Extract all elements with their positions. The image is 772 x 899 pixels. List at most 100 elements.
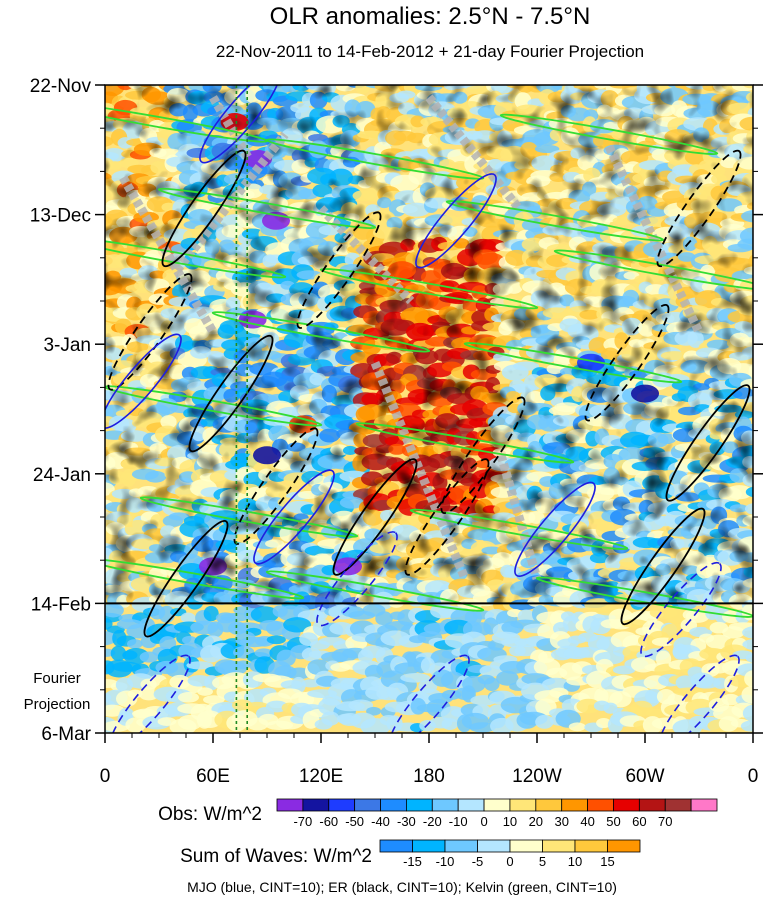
mjo-contour (199, 85, 281, 164)
kelvin-contour (105, 385, 323, 427)
anomaly-cell (745, 653, 753, 663)
anomaly-cell (110, 645, 127, 662)
er-contour (440, 396, 526, 515)
er-contour (296, 211, 382, 329)
y-tick-label: 3-Jan (43, 335, 91, 356)
mjo-contour (415, 173, 497, 269)
obs-legend-label: Obs: W/m^2 (158, 804, 262, 825)
anomaly-cell (266, 635, 286, 645)
anomaly-cell (621, 619, 649, 628)
x-tick-label: 60E (196, 766, 230, 787)
colorbar-swatch (302, 798, 330, 812)
fourier-projection-label-line1: Fourier (33, 670, 81, 687)
anomaly-cell (250, 606, 279, 623)
kelvin-contour (105, 558, 305, 600)
y-tick-label: 13-Dec (30, 206, 91, 227)
y-tick-label: 6-Mar (41, 724, 91, 745)
er-contour (665, 384, 751, 502)
plot-area (105, 85, 753, 733)
grey-band (496, 454, 542, 580)
colorbar-label: -10 (449, 814, 468, 829)
anomaly-cell (105, 603, 124, 618)
er-contour (620, 507, 706, 626)
anomaly-cell (596, 718, 612, 729)
anomaly-cell (568, 722, 586, 732)
x-axis: 0 60E 120E 180 120W 60W 0 (100, 733, 758, 787)
colorbar-label: -15 (403, 854, 422, 869)
anomaly-cell (744, 670, 753, 688)
colorbar-label: 0 (506, 854, 513, 869)
colorbar-swatch (638, 798, 666, 812)
colorbar-swatch (690, 798, 718, 812)
er-contour (143, 519, 229, 638)
colorbar-label: -5 (472, 854, 484, 869)
anomaly-cell (186, 661, 214, 670)
colorbar-label: 70 (658, 814, 672, 829)
anomaly-cell (235, 660, 251, 670)
anomaly-cell (713, 677, 728, 689)
colorbar-swatch (431, 798, 459, 812)
grey-band (173, 131, 289, 273)
colorbar-swatch (457, 798, 485, 812)
grey-band (370, 360, 470, 581)
grey-band (119, 175, 217, 335)
x-tick-label: 0 (100, 766, 111, 787)
anomaly-cell (740, 720, 753, 732)
kelvin-contour (355, 422, 575, 464)
grey-band (604, 144, 704, 334)
waves-legend-label: Sum of Waves: W/m^2 (180, 846, 372, 867)
anomaly-cell (400, 673, 431, 683)
colorbar-swatch (574, 839, 608, 853)
anomaly-cell (576, 698, 601, 714)
colorbar-swatch (613, 798, 640, 812)
er-contour (584, 303, 670, 422)
colorbar-label: -40 (371, 814, 390, 829)
anomaly-cell (177, 714, 203, 730)
anomaly-cell (718, 716, 739, 732)
anomaly-cell (348, 699, 374, 712)
reference-lines (235, 85, 248, 733)
mjo-contour (105, 333, 182, 429)
er-contour (332, 458, 418, 576)
x-tick-label: 60W (625, 766, 664, 787)
mjo-contour (316, 531, 398, 627)
y-axis: 22-Nov 13-Dec 3-Jan 24-Jan 14-Feb 6-Mar (30, 76, 763, 745)
colorbar-swatch (561, 798, 588, 812)
colorbar-label: 10 (503, 814, 517, 829)
colorbar-swatch (664, 798, 692, 812)
colorbar-label: 5 (539, 854, 546, 869)
kelvin-contour (139, 496, 359, 538)
anomaly-cell (182, 635, 197, 645)
anomaly-cell (127, 689, 143, 699)
anomaly-cell (197, 687, 213, 696)
anomaly-cell (254, 648, 273, 658)
colorbar-label: -60 (319, 814, 338, 829)
anomaly-cell (655, 650, 672, 668)
anomaly-cell (742, 638, 753, 650)
colorbar-label: 40 (580, 814, 594, 829)
anomaly-cell (562, 615, 581, 632)
kelvin-contour (265, 138, 485, 180)
chart-subtitle: 22-Nov-2011 to 14-Feb-2012 + 21-day Four… (216, 42, 644, 61)
y-tick-label: 22-Nov (30, 76, 92, 97)
colorbar-swatch (509, 839, 543, 853)
colorbar-swatch (483, 798, 511, 812)
kelvin-contour (211, 311, 431, 353)
mjo-contour (658, 654, 740, 733)
y-tick-label: 24-Jan (33, 465, 91, 486)
colorbar-label: 0 (480, 814, 487, 829)
colorbar-swatch (444, 839, 478, 853)
colorbar-label: -30 (397, 814, 416, 829)
colorbar-swatch (587, 798, 614, 812)
colorbar-swatch (328, 798, 356, 812)
er-contour (188, 334, 274, 453)
colorbar-label: -70 (293, 814, 312, 829)
contour-footnote: MJO (blue, CINT=10); ER (black, CINT=10)… (187, 879, 617, 895)
kelvin-contour (535, 576, 753, 618)
colorbar-label: 20 (529, 814, 543, 829)
anomaly-cell (366, 706, 382, 716)
colorbar-swatch (406, 798, 433, 812)
kelvin-contour (409, 508, 629, 550)
waves-colorbar: -15 -10 -5 0 5 10 15 (379, 839, 641, 869)
anomaly-cell (180, 612, 196, 623)
